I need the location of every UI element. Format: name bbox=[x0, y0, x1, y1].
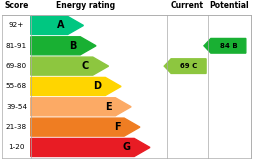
Text: 69-80: 69-80 bbox=[6, 63, 27, 69]
Text: D: D bbox=[93, 81, 101, 91]
Text: 81-91: 81-91 bbox=[6, 43, 27, 49]
Text: Potential: Potential bbox=[209, 1, 248, 10]
Text: C: C bbox=[82, 61, 89, 71]
Polygon shape bbox=[203, 38, 245, 53]
Text: Score: Score bbox=[4, 1, 28, 10]
Polygon shape bbox=[31, 57, 108, 75]
Text: 1-20: 1-20 bbox=[8, 144, 25, 150]
Polygon shape bbox=[31, 77, 121, 95]
Text: Energy rating: Energy rating bbox=[55, 1, 114, 10]
Text: 69 C: 69 C bbox=[179, 63, 196, 69]
Text: 39-54: 39-54 bbox=[6, 104, 27, 110]
Polygon shape bbox=[31, 37, 96, 55]
Polygon shape bbox=[164, 59, 205, 73]
Polygon shape bbox=[31, 98, 131, 116]
Text: A: A bbox=[56, 21, 64, 31]
Text: 55-68: 55-68 bbox=[6, 83, 27, 90]
Text: F: F bbox=[113, 122, 120, 132]
Text: E: E bbox=[105, 102, 111, 112]
Text: Current: Current bbox=[170, 1, 203, 10]
Text: B: B bbox=[69, 41, 76, 51]
Text: G: G bbox=[122, 142, 130, 152]
Polygon shape bbox=[31, 118, 139, 136]
Polygon shape bbox=[31, 16, 83, 35]
Text: 21-38: 21-38 bbox=[6, 124, 27, 130]
Polygon shape bbox=[31, 138, 149, 156]
Text: 84 B: 84 B bbox=[219, 43, 236, 49]
Text: 92+: 92+ bbox=[9, 22, 24, 28]
